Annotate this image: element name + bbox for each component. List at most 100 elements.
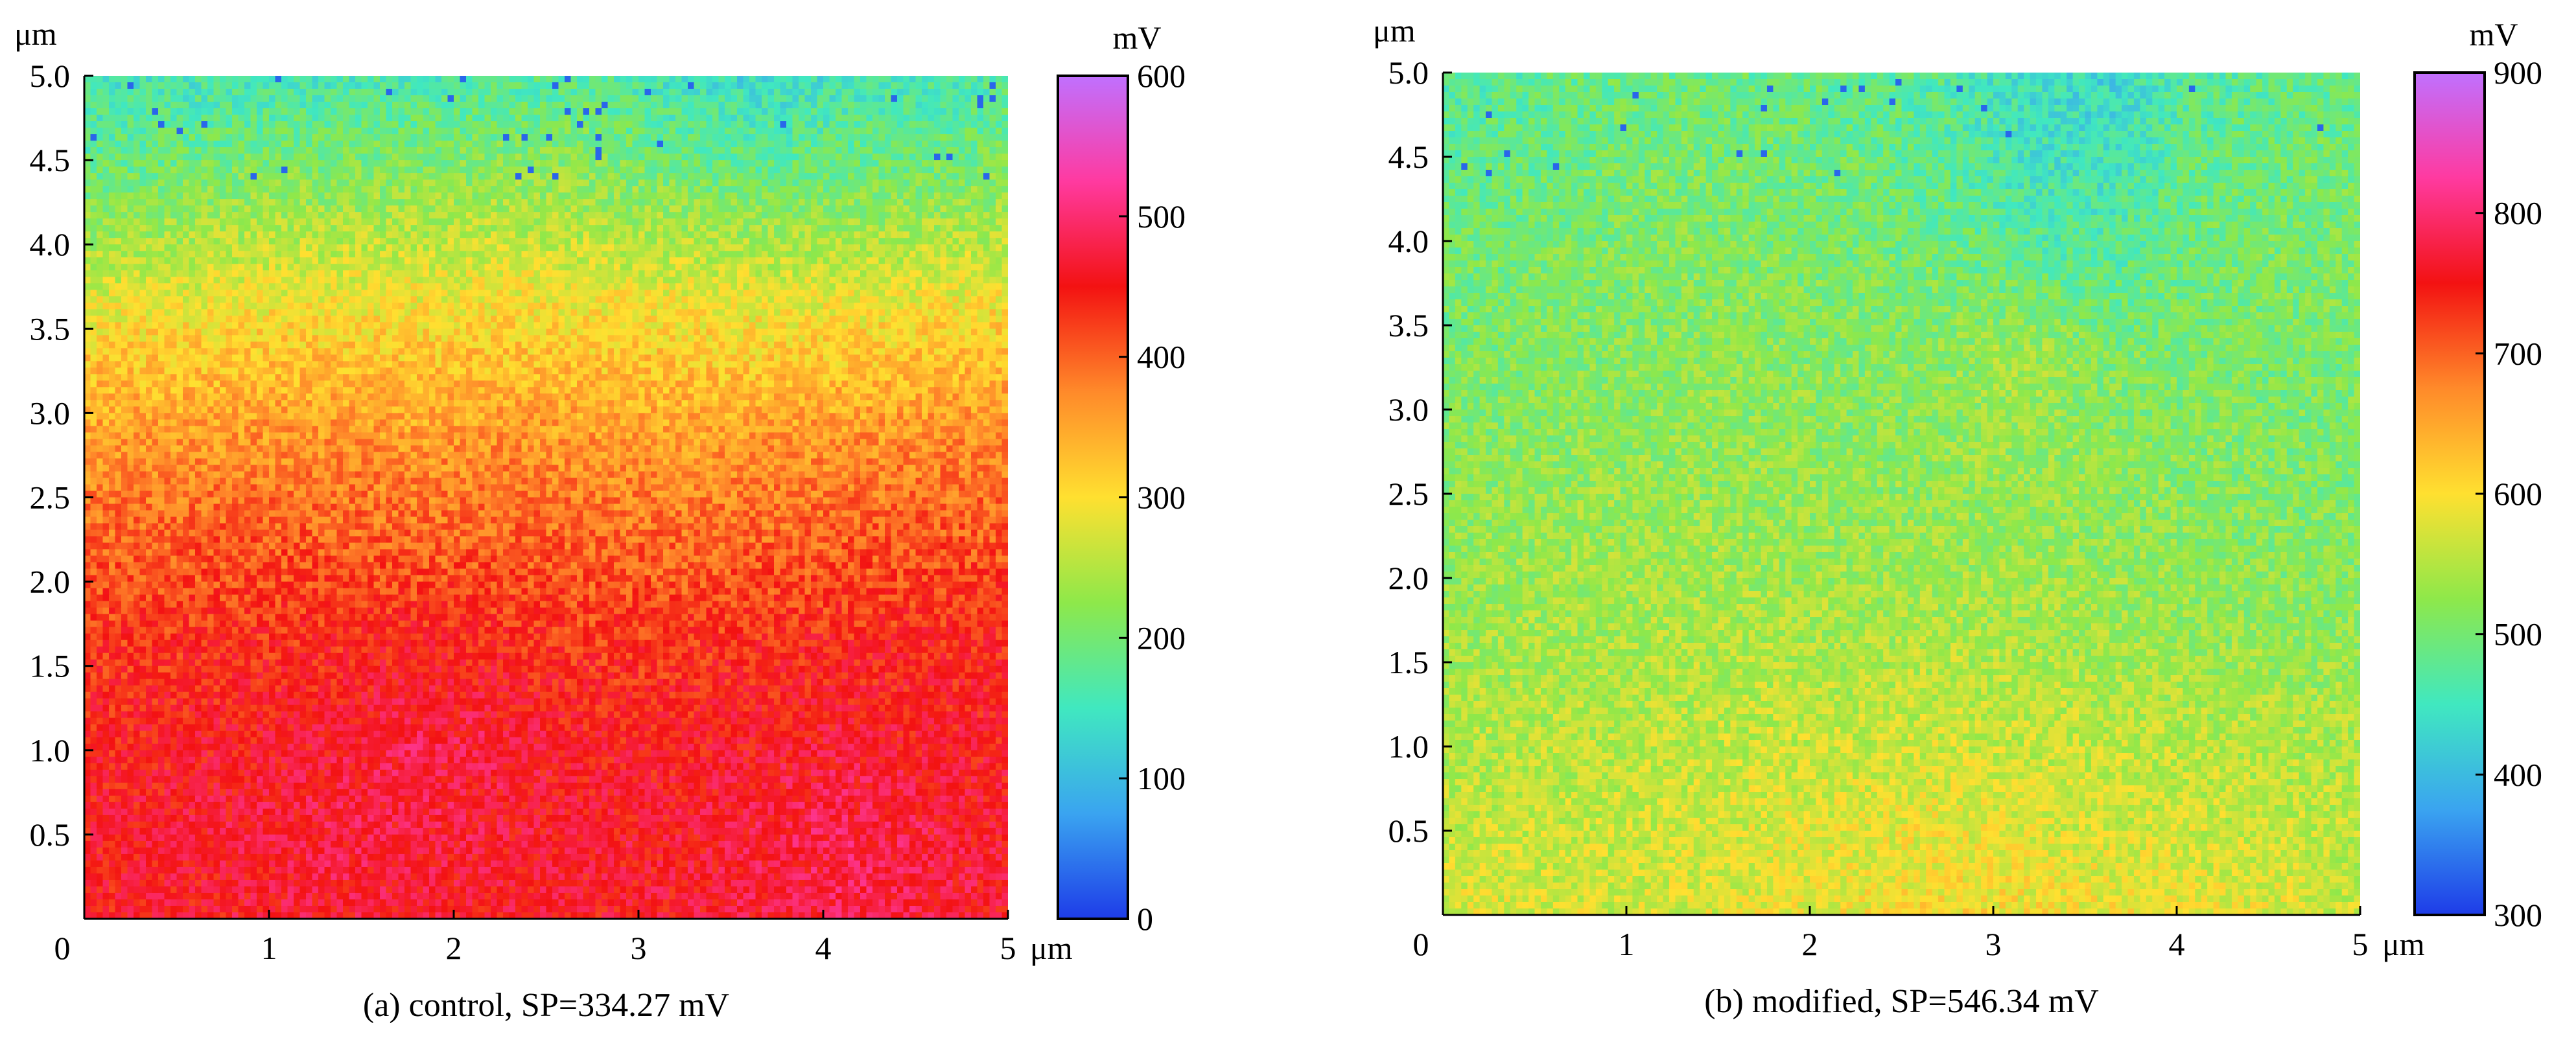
heatmap-cell [602,141,609,148]
heatmap-cell [1001,95,1008,102]
heatmap-cell [570,102,578,109]
heatmap-cell [946,277,954,284]
heatmap-cell [460,257,467,265]
heatmap-cell [491,277,498,284]
heatmap-cell [774,257,781,265]
heatmap-cell [922,251,929,259]
heatmap-cell [220,173,227,180]
heatmap-cell [441,76,449,83]
heatmap-cell [607,121,615,128]
heatmap-cell [109,173,116,180]
heatmap-cell [755,167,762,174]
heatmap-cell [226,179,233,187]
heatmap-cell [250,218,257,225]
heatmap-cell [989,270,996,278]
heatmap-cell [934,108,941,115]
heatmap-cell [220,205,227,213]
heatmap-cell [712,212,720,219]
heatmap-cell [977,231,984,238]
heatmap-cell [336,115,344,122]
heatmap-cell [878,251,885,259]
heatmap-cell [373,257,381,265]
heatmap-cell [780,160,787,167]
heatmap-cell [878,264,885,272]
heatmap-cell [577,238,584,245]
heatmap-cell [466,154,473,161]
heatmap-cell [158,192,165,200]
heatmap-cell [922,179,929,187]
heatmap-cell [336,89,344,96]
heatmap-cell [823,192,830,200]
heatmap-cell [743,257,750,265]
heatmap-cell [213,89,220,96]
heatmap-cell [509,192,516,200]
heatmap-cell [891,167,898,174]
heatmap-cell [373,270,381,278]
heatmap-cell [811,205,818,213]
heatmap-cell [602,160,609,167]
heatmap-cell [250,160,257,167]
heatmap-cell [903,82,910,89]
heatmap-cell [121,277,128,284]
heatmap-cell [373,82,381,89]
heatmap-cell [312,154,319,161]
heatmap-cell [786,154,793,161]
heatmap-cell [183,160,190,167]
heatmap-cell [447,225,454,232]
heatmap-cell [386,238,393,245]
heatmap-cell [275,154,282,161]
heatmap-cell [577,89,584,96]
heatmap-cell [404,89,412,96]
heatmap-cell [688,192,695,200]
heatmap-cell [275,218,282,225]
heatmap-cell [201,270,208,278]
heatmap-cell [971,205,978,213]
heatmap-cell [903,128,910,135]
heatmap-cell [681,89,688,96]
heatmap-cell [626,121,633,128]
heatmap-cell [743,82,750,89]
heatmap-cell [891,212,898,219]
heatmap-cell [928,179,935,187]
heatmap-cell [497,244,504,252]
heatmap-cell [675,147,683,154]
heatmap-cell [170,283,178,291]
heatmap-cell [651,121,658,128]
heatmap-cell [404,154,412,161]
heatmap-cell [718,251,725,259]
heatmap-cell [528,134,535,141]
heatmap-cell [441,244,449,252]
heatmap-cell [971,121,978,128]
heatmap-cell [546,115,553,122]
heatmap-cell [644,108,651,115]
heatmap-cell [189,121,196,128]
heatmap-cell [712,160,720,167]
heatmap-cell [565,270,572,278]
heatmap-cell [589,154,596,161]
heatmap-cell [306,264,313,272]
heatmap-cell [220,108,227,115]
heatmap-cell [804,160,812,167]
heatmap-cell [694,270,701,278]
heatmap-cell [903,270,910,278]
heatmap-cell [841,270,849,278]
heatmap-cell [139,264,146,272]
heatmap-cell [109,179,116,187]
heatmap-cell [115,121,122,128]
heatmap-cell [232,108,239,115]
heatmap-cell [952,212,959,219]
heatmap-cell [570,160,578,167]
heatmap-cell [127,192,134,200]
heatmap-cell [743,173,750,180]
heatmap-cell [454,264,461,272]
heatmap-cell [158,167,165,174]
heatmap-cell [244,82,252,89]
heatmap-cell [423,212,430,219]
heatmap-cell [577,102,584,109]
heatmap-cell [909,76,917,83]
heatmap-cell [959,199,966,206]
heatmap-cell [250,251,257,259]
heatmap-cell [854,95,861,102]
heatmap-cell [404,95,412,102]
heatmap-cell [614,283,621,291]
